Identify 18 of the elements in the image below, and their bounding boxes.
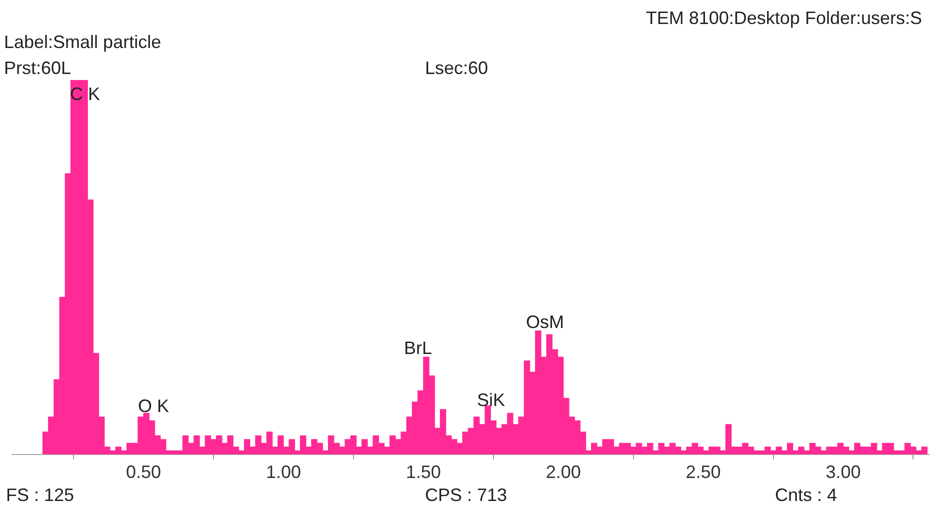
x-tick-label: 1.50 xyxy=(406,462,441,482)
text: Label:Small particle xyxy=(4,32,162,52)
x-tick-label: 2.50 xyxy=(686,462,721,482)
annotation: BrL xyxy=(404,338,432,358)
text: Prst:60L xyxy=(4,58,72,78)
x-tick-label: 2.00 xyxy=(546,462,581,482)
annotation: SiK xyxy=(477,390,506,410)
text: TEM 8100:Desktop Folder:users:S xyxy=(646,8,922,28)
text: Lsec:60 xyxy=(425,58,488,78)
x-tick-label: 0.50 xyxy=(126,462,162,482)
x-tick-label: 1.00 xyxy=(266,462,302,482)
annotation: C K xyxy=(70,84,100,104)
annotation: OsM xyxy=(526,312,564,332)
text: CPS : 713 xyxy=(425,485,508,505)
annotation: O K xyxy=(138,396,170,416)
x-tick-label: 3.00 xyxy=(826,462,861,482)
text: FS : 125 xyxy=(6,485,74,505)
text: Cnts : 4 xyxy=(775,485,838,505)
